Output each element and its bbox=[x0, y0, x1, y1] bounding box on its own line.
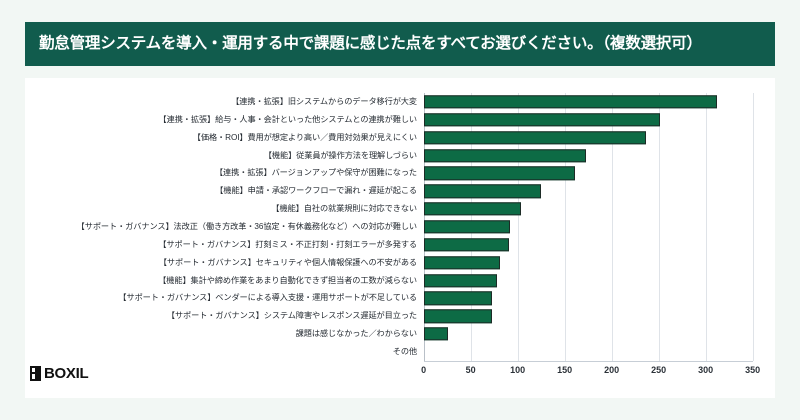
bar-container bbox=[423, 184, 542, 198]
bar-container bbox=[423, 327, 449, 341]
category-label: 【連携・拡張】給与・人事・会計といった他システムとの連携が難しい bbox=[158, 114, 418, 124]
chart-row: 【サポート・ガバナンス】法改正（働き方改革・36協定・有休義務化など）への対応が… bbox=[25, 218, 775, 236]
bar-container bbox=[423, 220, 511, 234]
page-title: 勤怠管理システムを導入・運用する中で課題に感じた点をすべてお選びください。（複数… bbox=[39, 35, 702, 53]
chart-rows: 【連携・拡張】旧システムからのデータ移行が大変【連携・拡張】給与・人事・会計とい… bbox=[25, 93, 775, 361]
bar bbox=[423, 220, 511, 234]
gridline-300 bbox=[705, 93, 707, 361]
category-label: 【サポート・ガバナンス】打刻ミス・不正打刻・打刻エラーが多発する bbox=[158, 239, 417, 249]
x-tick-label: 150 bbox=[557, 365, 573, 375]
page-title-banner: 勤怠管理システムを導入・運用する中で課題に感じた点をすべてお選びください。（複数… bbox=[25, 22, 775, 66]
category-label: 【サポート・ガバナンス】法改正（働き方改革・36協定・有休義務化など）への対応が… bbox=[76, 221, 417, 231]
gridline-200 bbox=[611, 93, 613, 361]
boxil-logo-icon bbox=[30, 366, 41, 381]
bar-container bbox=[423, 255, 500, 270]
bar-container bbox=[423, 148, 587, 163]
bar bbox=[423, 273, 497, 288]
bar bbox=[423, 95, 717, 109]
chart-row: 【連携・拡張】旧システムからのデータ移行が大変 bbox=[25, 93, 775, 111]
bar-container bbox=[423, 309, 493, 323]
gridline-350 bbox=[752, 93, 754, 361]
bar-container bbox=[423, 202, 521, 216]
category-label: 【機能】従業員が操作方法を理解しづらい bbox=[263, 150, 417, 160]
chart-row: 課題は感じなかった／わからない bbox=[25, 325, 775, 343]
x-tick-label: 100 bbox=[510, 365, 526, 375]
chart-row: 【サポート・ガバナンス】打刻ミス・不正打刻・打刻エラーが多発する bbox=[25, 236, 775, 254]
bar-container bbox=[423, 130, 647, 145]
bar-chart: 【連携・拡張】旧システムからのデータ移行が大変【連携・拡張】給与・人事・会計とい… bbox=[25, 78, 775, 398]
chart-card: 【連携・拡張】旧システムからのデータ移行が大変【連携・拡張】給与・人事・会計とい… bbox=[25, 78, 775, 398]
chart-row: 【機能】申請・承認ワークフローで漏れ・遅延が起こる bbox=[25, 182, 775, 200]
bar bbox=[423, 327, 449, 341]
category-label: 【機能】集計や締め作業をあまり自動化できず担当者の工数が減らない bbox=[158, 275, 417, 285]
category-label: その他 bbox=[392, 346, 417, 356]
bar-container bbox=[423, 113, 660, 127]
bar bbox=[423, 166, 576, 181]
chart-row: 【サポート・ガバナンス】システム障害やレスポンス遅延が目立った bbox=[25, 307, 775, 325]
x-tick-label: 350 bbox=[745, 365, 761, 375]
category-label: 【連携・拡張】バージョンアップや保守が困難になった bbox=[214, 168, 417, 178]
chart-row: 【機能】自社の就業規則に対応できない bbox=[25, 200, 775, 218]
x-tick-label: 250 bbox=[651, 365, 667, 375]
bar bbox=[423, 238, 510, 252]
chart-row: 【連携・拡張】バージョンアップや保守が困難になった bbox=[25, 164, 775, 182]
bar bbox=[423, 309, 493, 323]
x-tick-label: 0 bbox=[421, 365, 427, 375]
bar bbox=[423, 184, 542, 198]
bar-container bbox=[423, 291, 493, 306]
boxil-logo-text: BOXIL bbox=[44, 365, 89, 382]
bar bbox=[423, 202, 521, 216]
x-tick-label: 300 bbox=[698, 365, 714, 375]
bar bbox=[423, 113, 660, 127]
bar-container bbox=[423, 95, 717, 109]
boxil-logo: BOXIL bbox=[30, 365, 89, 382]
chart-row: その他 bbox=[25, 343, 775, 361]
chart-row: 【機能】従業員が操作方法を理解しづらい bbox=[25, 147, 775, 165]
category-label: 【サポート・ガバナンス】ベンダーによる導入支援・運用サポートが不足している bbox=[118, 293, 417, 303]
chart-row: 【機能】集計や締め作業をあまり自動化できず担当者の工数が減らない bbox=[25, 272, 775, 290]
x-axis-line bbox=[423, 361, 753, 362]
bar bbox=[423, 148, 587, 163]
category-label: 【連携・拡張】旧システムからのデータ移行が大変 bbox=[231, 96, 417, 106]
chart-row: 【サポート・ガバナンス】ベンダーによる導入支援・運用サポートが不足している bbox=[25, 289, 775, 307]
chart-row: 【サポート・ガバナンス】セキュリティや個人情報保護への不安がある bbox=[25, 254, 775, 272]
gridline-250 bbox=[658, 93, 660, 361]
bar-container bbox=[423, 273, 497, 288]
gridline-100 bbox=[517, 93, 519, 361]
chart-row: 【連携・拡張】給与・人事・会計といった他システムとの連携が難しい bbox=[25, 111, 775, 129]
category-label: 【価格・ROI】費用が想定より高い／費用対効果が見えにくい bbox=[192, 132, 417, 142]
bar bbox=[423, 291, 493, 306]
bar bbox=[423, 130, 647, 145]
category-label: 【機能】申請・承認ワークフローで漏れ・遅延が起こる bbox=[215, 186, 417, 196]
gridline-150 bbox=[564, 93, 566, 361]
bar bbox=[423, 255, 500, 270]
bar-container bbox=[423, 166, 576, 181]
category-label: 【サポート・ガバナンス】セキュリティや個人情報保護への不安がある bbox=[158, 257, 417, 267]
category-label: 【サポート・ガバナンス】システム障害やレスポンス遅延が目立った bbox=[166, 311, 417, 321]
x-tick-label: 50 bbox=[465, 365, 476, 375]
bar-container bbox=[423, 238, 510, 252]
chart-row: 【価格・ROI】費用が想定より高い／費用対効果が見えにくい bbox=[25, 129, 775, 147]
category-label: 【機能】自社の就業規則に対応できない bbox=[271, 203, 417, 213]
x-tick-label: 200 bbox=[604, 365, 620, 375]
category-label: 課題は感じなかった／わからない bbox=[295, 328, 417, 338]
